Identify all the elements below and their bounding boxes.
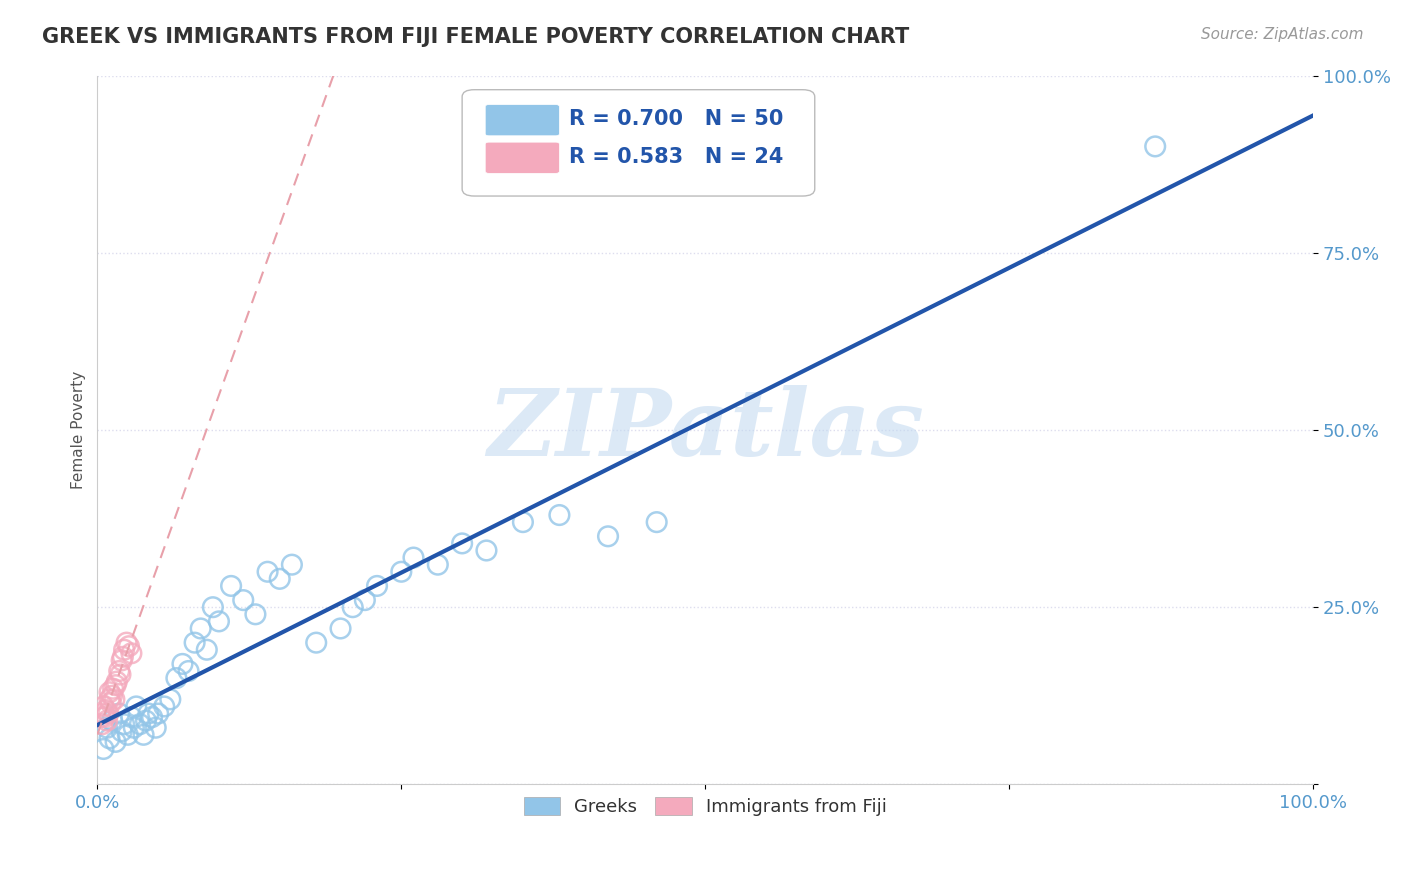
Point <box>91 717 114 731</box>
Point <box>94 703 117 717</box>
Text: ZIPatlas: ZIPatlas <box>486 385 924 475</box>
Point <box>90 710 112 724</box>
FancyBboxPatch shape <box>485 104 560 136</box>
Point <box>105 674 128 689</box>
Point <box>122 721 145 735</box>
Point <box>112 717 135 731</box>
Point <box>110 667 132 681</box>
Point <box>98 692 121 706</box>
Point <box>100 696 122 710</box>
Legend: Greeks, Immigrants from Fiji: Greeks, Immigrants from Fiji <box>515 788 896 825</box>
FancyBboxPatch shape <box>485 142 560 173</box>
Y-axis label: Female Poverty: Female Poverty <box>72 371 86 489</box>
Point <box>93 706 115 721</box>
Point <box>101 681 124 696</box>
Point <box>141 710 163 724</box>
Point <box>172 657 194 671</box>
Point <box>120 646 142 660</box>
Point <box>101 689 124 703</box>
Point <box>256 565 278 579</box>
Point <box>96 721 118 735</box>
Point <box>118 639 141 653</box>
Point <box>111 653 134 667</box>
Point <box>98 731 121 746</box>
Point <box>108 664 131 678</box>
Point <box>208 615 231 629</box>
Point <box>219 579 242 593</box>
Point <box>177 664 200 678</box>
Point <box>342 600 364 615</box>
Point <box>112 642 135 657</box>
Point <box>366 579 388 593</box>
Point <box>93 699 115 714</box>
Point <box>159 692 181 706</box>
Point <box>115 635 138 649</box>
Point <box>389 565 412 579</box>
Point <box>104 678 127 692</box>
Point <box>135 714 157 728</box>
Point <box>353 593 375 607</box>
Point <box>138 706 160 721</box>
Point <box>108 706 131 721</box>
Point <box>269 572 291 586</box>
Point <box>201 600 224 615</box>
Point <box>129 717 152 731</box>
Text: R = 0.700   N = 50: R = 0.700 N = 50 <box>569 110 783 129</box>
Point <box>245 607 267 622</box>
Point <box>153 699 176 714</box>
Point <box>190 622 212 636</box>
Text: GREEK VS IMMIGRANTS FROM FIJI FEMALE POVERTY CORRELATION CHART: GREEK VS IMMIGRANTS FROM FIJI FEMALE POV… <box>42 27 910 46</box>
Point <box>305 635 328 649</box>
Point <box>96 714 118 728</box>
Point <box>111 724 134 739</box>
Point <box>451 536 474 550</box>
Point <box>101 714 124 728</box>
Point <box>146 706 169 721</box>
Point <box>98 685 121 699</box>
Point <box>145 721 167 735</box>
Point <box>329 622 352 636</box>
Point <box>645 515 668 529</box>
Point <box>195 642 218 657</box>
Point <box>426 558 449 572</box>
Point <box>512 515 534 529</box>
Point <box>165 671 187 685</box>
Point <box>132 728 155 742</box>
Point <box>111 649 134 664</box>
Point <box>232 593 254 607</box>
Point <box>548 508 571 522</box>
Point <box>93 710 115 724</box>
Point <box>475 543 498 558</box>
Text: R = 0.583   N = 24: R = 0.583 N = 24 <box>569 147 783 167</box>
Point <box>281 558 304 572</box>
Point <box>97 706 120 721</box>
Point <box>596 529 619 543</box>
Point <box>402 550 425 565</box>
Text: Source: ZipAtlas.com: Source: ZipAtlas.com <box>1201 27 1364 42</box>
FancyBboxPatch shape <box>463 90 814 196</box>
Point <box>125 699 148 714</box>
Point <box>120 710 142 724</box>
Point <box>93 742 115 756</box>
Point <box>103 692 125 706</box>
Point <box>1144 139 1167 153</box>
Point <box>117 728 139 742</box>
Point <box>183 635 205 649</box>
Point <box>104 735 127 749</box>
